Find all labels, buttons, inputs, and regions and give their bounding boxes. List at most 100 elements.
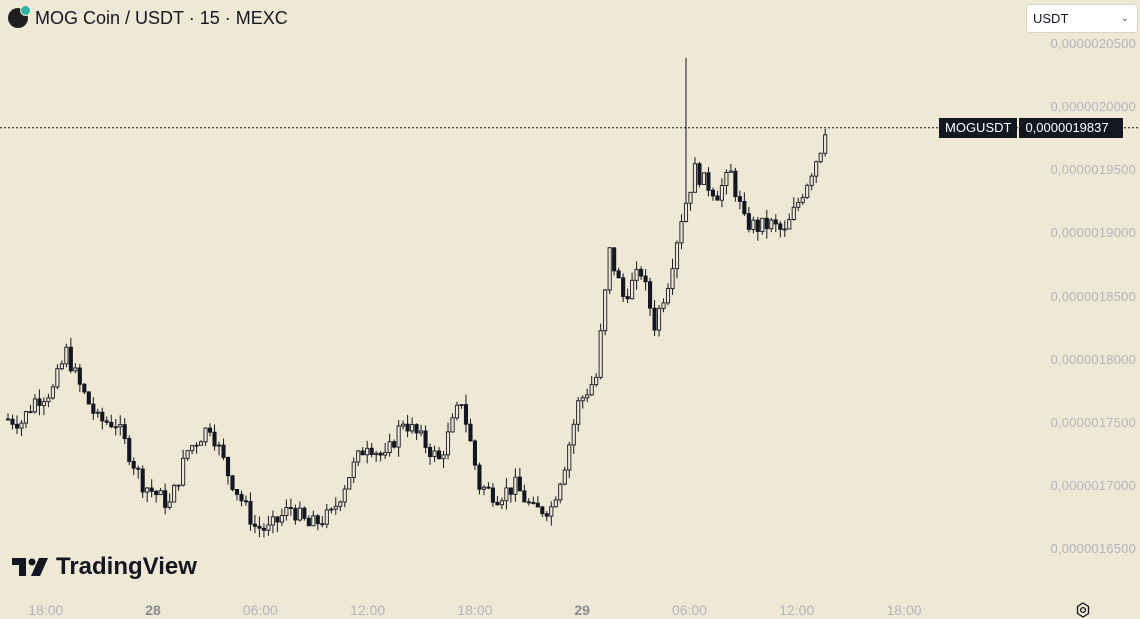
candle-up (311, 515, 316, 527)
candle-down (486, 486, 491, 489)
candle-down (540, 506, 545, 515)
candle-down (428, 446, 433, 457)
candle-up (365, 447, 370, 456)
candle-up (513, 476, 518, 495)
candle-down (127, 438, 132, 462)
candle-down (733, 170, 738, 198)
tradingview-logo-text: TradingView (56, 553, 197, 580)
candle-up (23, 411, 29, 424)
candle-down (293, 507, 298, 521)
candle-up (450, 417, 455, 433)
symbol-title[interactable]: MOG Coin / USDT · 15 · MEXC (35, 7, 288, 28)
candle-up (185, 450, 190, 459)
candle-up (823, 134, 828, 154)
candle-up (50, 386, 55, 399)
candle-down (778, 223, 783, 230)
candle-up (95, 411, 100, 414)
candle-up (782, 228, 787, 231)
candle-up (598, 330, 603, 378)
candle-down (248, 500, 253, 525)
candle-up (791, 206, 796, 221)
candle-down (28, 411, 33, 414)
settings-gear-icon[interactable] (1075, 602, 1091, 618)
price-axis-label: 0,0000019000 (1050, 225, 1136, 241)
candle-up (760, 217, 765, 232)
candle-up (432, 450, 437, 457)
candle-down (14, 423, 20, 429)
candle-up (279, 515, 284, 523)
candle-down (625, 296, 630, 300)
candle-down (369, 447, 374, 455)
candle-up (558, 483, 563, 501)
candle-down (207, 427, 213, 433)
candle-up (145, 487, 150, 493)
candle-up (607, 247, 612, 291)
candle-up (158, 490, 163, 496)
candle-down (764, 217, 769, 230)
price-axis-label: 0,0000017500 (1050, 414, 1136, 430)
candle-up (769, 219, 774, 230)
candle-up (728, 170, 733, 173)
currency-select[interactable]: USDT ⌄ (1026, 4, 1138, 33)
candles-group (5, 57, 828, 538)
price-axis-label: 0,0000019500 (1050, 162, 1136, 178)
time-axis-label: 29 (574, 602, 590, 618)
candle-up (55, 368, 60, 388)
candle-down (288, 507, 293, 509)
candle-up (571, 423, 576, 446)
candle-down (544, 513, 549, 517)
candle-up (329, 508, 334, 511)
candle-down (86, 391, 91, 405)
candle-down (612, 247, 617, 272)
candle-down (131, 461, 136, 469)
candle-down (225, 456, 231, 477)
candle-up (387, 441, 392, 453)
candle-up (194, 444, 199, 447)
candle-up (203, 427, 208, 443)
candle-up (396, 425, 401, 448)
candle-down (10, 418, 15, 425)
candle-up (32, 398, 37, 413)
mog-coin-icon (8, 5, 31, 28)
candle-up (580, 397, 585, 402)
candle-up (374, 452, 379, 455)
candle-up (603, 289, 608, 332)
candle-up (683, 202, 689, 223)
candle-up (589, 384, 594, 396)
candle-down (37, 398, 42, 406)
candle-up (284, 507, 289, 516)
candle-up (441, 454, 446, 460)
candle-up (19, 422, 24, 429)
candle-down (243, 500, 249, 503)
candle-up (59, 363, 64, 370)
candle-down (360, 450, 365, 456)
candle-down (77, 367, 82, 385)
candle-down (490, 487, 495, 503)
candle-down (526, 501, 531, 504)
price-axis-label: 0,0000018500 (1050, 288, 1136, 304)
candle-up (634, 268, 639, 281)
candle-up (333, 505, 338, 510)
candle-up (351, 461, 356, 478)
candle-up (594, 376, 599, 386)
tradingview-logo[interactable]: TradingView (12, 553, 197, 581)
candle-down (306, 517, 311, 527)
candle-down (639, 268, 644, 277)
candle-up (167, 501, 172, 508)
candle-down (104, 420, 109, 423)
candle-down (136, 467, 141, 470)
candle-down (746, 213, 751, 230)
candle-down (221, 444, 226, 458)
candle-down (755, 219, 760, 232)
candle-down (522, 490, 527, 503)
candle-up (199, 441, 204, 446)
candle-down (154, 490, 159, 496)
candle-up (679, 221, 684, 244)
candle-up (454, 404, 460, 419)
price-axis-label: 0,0000017000 (1050, 477, 1136, 493)
candle-down (378, 452, 383, 456)
candle-up (176, 484, 181, 487)
candle-up (297, 507, 302, 521)
candle-up (809, 175, 814, 186)
